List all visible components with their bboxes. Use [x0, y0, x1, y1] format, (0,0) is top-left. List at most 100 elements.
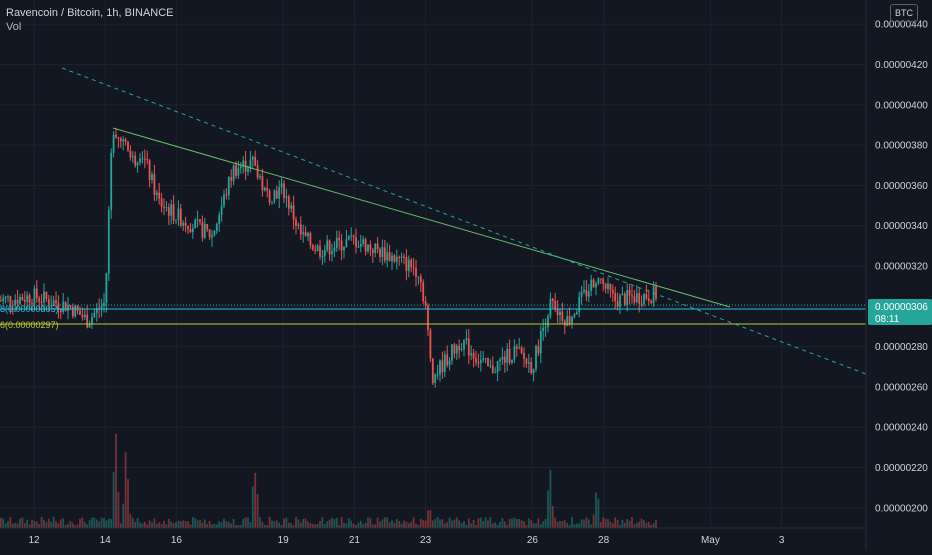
candle-body[interactable] [391, 255, 393, 262]
candle-body[interactable] [549, 298, 552, 317]
candle-body[interactable] [316, 245, 319, 251]
candle-body[interactable] [235, 165, 237, 176]
candle-body[interactable] [208, 229, 211, 238]
candle-body[interactable] [50, 305, 53, 307]
candle-body[interactable] [26, 295, 29, 302]
candle-body[interactable] [499, 359, 501, 362]
candle-body[interactable] [405, 257, 408, 271]
horizontal-levels[interactable]: 8(0.00000305) 6(0.00000297) [0, 304, 866, 330]
candle-body[interactable] [422, 282, 425, 302]
candle-body[interactable] [19, 297, 21, 304]
candle-body[interactable] [7, 296, 9, 298]
candle-body[interactable] [110, 152, 113, 211]
candle-body[interactable] [175, 219, 177, 221]
candle-body[interactable] [117, 137, 120, 139]
candle-body[interactable] [355, 237, 357, 247]
candle-body[interactable] [369, 244, 372, 250]
candle-body[interactable] [201, 221, 204, 238]
candle-body[interactable] [571, 316, 573, 324]
candle-body[interactable] [232, 165, 235, 181]
candle-body[interactable] [448, 360, 451, 366]
candle-body[interactable] [506, 348, 509, 363]
candle-body[interactable] [266, 187, 269, 191]
candle-body[interactable] [388, 252, 391, 262]
candle-body[interactable] [47, 298, 50, 306]
candle-body[interactable] [189, 229, 192, 233]
candle-body[interactable] [587, 290, 590, 297]
candle-body[interactable] [191, 228, 194, 233]
candle-body[interactable] [434, 374, 437, 383]
candle-body[interactable] [14, 299, 17, 306]
candle-body[interactable] [290, 205, 293, 209]
candle-body[interactable] [280, 183, 283, 188]
candle-body[interactable] [527, 362, 530, 364]
candle-body[interactable] [127, 141, 129, 151]
candle-body[interactable] [362, 239, 365, 244]
candle-body[interactable] [100, 305, 103, 310]
candle-body[interactable] [295, 219, 297, 226]
candle-body[interactable] [69, 305, 72, 308]
candle-body[interactable] [592, 279, 595, 288]
candle-body[interactable] [122, 139, 125, 142]
candle-body[interactable] [398, 256, 401, 258]
candle-body[interactable] [331, 251, 333, 255]
trendlines[interactable] [61, 67, 867, 375]
candle-body[interactable] [539, 331, 542, 354]
candle-body[interactable] [16, 299, 19, 304]
candle-body[interactable] [602, 279, 605, 284]
candle-body[interactable] [160, 198, 163, 207]
candle-body[interactable] [93, 312, 96, 317]
candle-body[interactable] [74, 305, 77, 317]
candle-body[interactable] [172, 204, 175, 221]
candle-body[interactable] [319, 245, 321, 257]
candle-body[interactable] [107, 210, 110, 274]
candle-body[interactable] [458, 345, 461, 351]
candle-body[interactable] [439, 360, 441, 375]
candle-body[interactable] [21, 297, 24, 301]
candle-body[interactable] [292, 205, 295, 220]
candle-body[interactable] [309, 232, 312, 246]
candle-body[interactable] [115, 134, 117, 138]
candle-body[interactable] [0, 300, 2, 302]
candle-body[interactable] [40, 301, 43, 303]
candle-body[interactable] [470, 353, 473, 356]
candle-body[interactable] [424, 301, 427, 306]
candle-body[interactable] [251, 156, 254, 160]
candle-body[interactable] [271, 201, 273, 203]
candle-body[interactable] [386, 252, 389, 261]
candle-body[interactable] [95, 308, 98, 313]
candle-body[interactable] [273, 190, 276, 202]
candle-body[interactable] [151, 174, 153, 180]
candle-body[interactable] [23, 300, 26, 302]
candle-body[interactable] [170, 204, 173, 216]
candle-body[interactable] [575, 312, 578, 315]
candle-body[interactable] [81, 314, 84, 318]
candle-body[interactable] [230, 177, 233, 181]
candle-body[interactable] [297, 224, 300, 226]
candle-body[interactable] [383, 247, 386, 261]
candle-body[interactable] [441, 360, 444, 373]
candle-body[interactable] [239, 166, 242, 169]
candle-body[interactable] [323, 249, 326, 257]
candle-body[interactable] [568, 316, 571, 324]
candle-body[interactable] [134, 155, 137, 166]
candle-body[interactable] [71, 307, 74, 317]
candle-body[interactable] [573, 314, 576, 317]
candle-body[interactable] [563, 320, 566, 326]
candle-body[interactable] [650, 301, 653, 304]
candle-body[interactable] [283, 183, 285, 198]
candle-body[interactable] [311, 245, 314, 250]
candle-body[interactable] [472, 353, 475, 359]
candle-body[interactable] [328, 240, 331, 255]
candle-body[interactable] [206, 224, 209, 230]
candle-body[interactable] [218, 214, 221, 224]
candle-body[interactable] [628, 289, 631, 296]
candle-body[interactable] [2, 298, 5, 301]
candle-body[interactable] [299, 224, 302, 235]
candle-body[interactable] [515, 346, 518, 349]
candle-body[interactable] [381, 247, 384, 258]
candle-body[interactable] [376, 243, 379, 249]
candle-body[interactable] [314, 249, 317, 251]
candle-body[interactable] [196, 219, 199, 221]
